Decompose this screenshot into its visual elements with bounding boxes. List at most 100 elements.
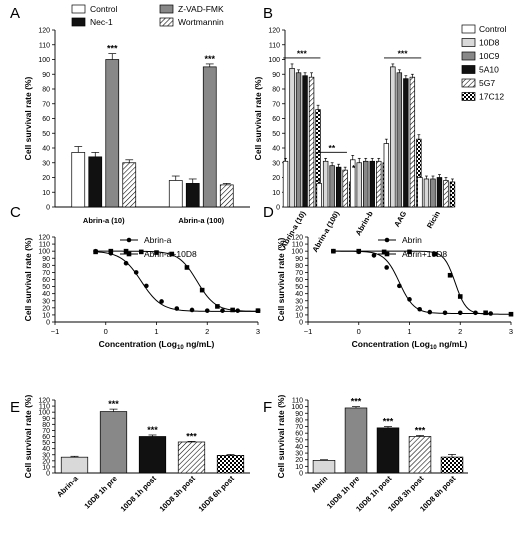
bar xyxy=(409,76,416,208)
legend-swatch xyxy=(461,65,476,74)
x-tick-label: 10D8 1h pre xyxy=(82,474,118,510)
bar xyxy=(443,180,449,208)
y-tick-label: 60 xyxy=(272,116,280,123)
y-tick-label: 20 xyxy=(295,457,303,464)
legend-label: Abrin+10D8 xyxy=(402,249,447,259)
bar xyxy=(308,76,315,208)
x-tick-label: 1 xyxy=(154,327,158,336)
x-tick-label: Abrin-b xyxy=(354,209,375,237)
bar xyxy=(168,180,183,208)
bar xyxy=(312,460,336,474)
y-tick-label: 110 xyxy=(292,398,303,405)
y-tick-label: 60 xyxy=(42,277,50,284)
bar xyxy=(60,456,89,474)
y-tick-label: 30 xyxy=(42,298,50,305)
y-axis-label: Cell survival rate (%) xyxy=(276,238,286,322)
data-point xyxy=(356,248,362,254)
fit-curve xyxy=(95,250,259,312)
y-tick-label: 30 xyxy=(42,160,50,167)
bar xyxy=(202,66,217,208)
y-tick-label: 70 xyxy=(272,101,280,108)
data-point xyxy=(184,265,190,270)
data-point xyxy=(442,310,448,316)
y-tick-label: 80 xyxy=(42,263,50,270)
x-tick-label: 3 xyxy=(256,327,260,336)
y-tick-label: 90 xyxy=(272,72,280,79)
bar xyxy=(376,160,382,208)
data-point xyxy=(174,306,180,311)
significance-mark: *** xyxy=(351,397,362,407)
y-tick-label: 90 xyxy=(42,72,50,79)
bar xyxy=(396,72,403,208)
bar xyxy=(99,411,128,474)
data-point xyxy=(189,307,195,313)
y-tick-label: 110 xyxy=(292,242,303,249)
bar xyxy=(138,436,167,474)
data-point xyxy=(381,249,387,255)
y-tick-label: 10 xyxy=(295,312,303,319)
significance-mark: *** xyxy=(186,431,197,441)
y-axis-label: Cell survival rate (%) xyxy=(276,395,286,479)
x-axis-label-sub: 10 xyxy=(430,345,437,351)
x-axis-label: Concentration (Log10 ng/mL) xyxy=(99,339,215,351)
y-tick-label: 80 xyxy=(295,417,303,424)
legend-swatch xyxy=(71,4,86,14)
x-tick-label: 1 xyxy=(407,327,411,336)
y-tick-label: 100 xyxy=(38,57,50,64)
y-tick-label: 10 xyxy=(42,312,50,319)
bar xyxy=(122,162,137,208)
y-tick-label: 70 xyxy=(295,270,303,277)
y-axis-label: Cell survival rate (%) xyxy=(23,77,33,161)
bar xyxy=(289,67,295,208)
data-point xyxy=(133,270,139,275)
data-point xyxy=(123,248,129,254)
data-point xyxy=(108,248,114,254)
fit-curve xyxy=(95,251,258,312)
y-tick-label: 70 xyxy=(42,428,50,435)
y-tick-label: 40 xyxy=(42,446,50,453)
y-tick-label: 40 xyxy=(295,291,303,298)
x-tick-label: 10D8 6h post xyxy=(197,474,237,514)
y-tick-label: 100 xyxy=(291,249,303,256)
legend-label: 10D8 xyxy=(479,38,500,48)
panel-letter-d: D xyxy=(263,204,274,221)
y-tick-label: 70 xyxy=(42,101,50,108)
x-tick-label: Abrin-a xyxy=(55,473,81,499)
legend-swatch xyxy=(71,17,86,27)
bar xyxy=(302,75,308,208)
bar xyxy=(436,177,443,208)
legend-swatch xyxy=(461,92,476,101)
x-tick-label: 0 xyxy=(357,327,361,336)
significance-mark: *** xyxy=(415,426,426,436)
legend-marker xyxy=(384,237,390,243)
y-tick-label: 50 xyxy=(295,284,303,291)
bar xyxy=(369,160,375,208)
y-tick-label: 100 xyxy=(291,404,303,411)
data-point xyxy=(331,248,336,254)
y-tick-label: 110 xyxy=(269,42,280,49)
y-tick-label: 110 xyxy=(39,242,50,249)
x-axis-label: Concentration (Log10 ng/mL) xyxy=(352,339,468,351)
y-tick-label: 70 xyxy=(42,270,50,277)
y-tick-label: 0 xyxy=(299,471,303,478)
bar xyxy=(219,184,234,208)
y-tick-label: 120 xyxy=(38,235,50,242)
x-tick-label: AAG xyxy=(392,209,408,228)
data-point xyxy=(371,253,377,258)
y-tick-label: 20 xyxy=(272,175,280,182)
data-point xyxy=(488,311,494,316)
legend-swatch xyxy=(461,78,476,88)
data-point xyxy=(508,311,514,317)
bar xyxy=(335,166,342,208)
legend-label: 17C12 xyxy=(479,92,504,102)
y-tick-label: 20 xyxy=(42,458,50,465)
bar xyxy=(71,152,86,208)
y-tick-label: 80 xyxy=(295,263,303,270)
y-axis-label: Cell survival rate (%) xyxy=(23,395,33,479)
fit-curve xyxy=(333,250,512,315)
y-tick-label: 0 xyxy=(276,205,280,212)
legend-label: Control xyxy=(479,24,507,34)
